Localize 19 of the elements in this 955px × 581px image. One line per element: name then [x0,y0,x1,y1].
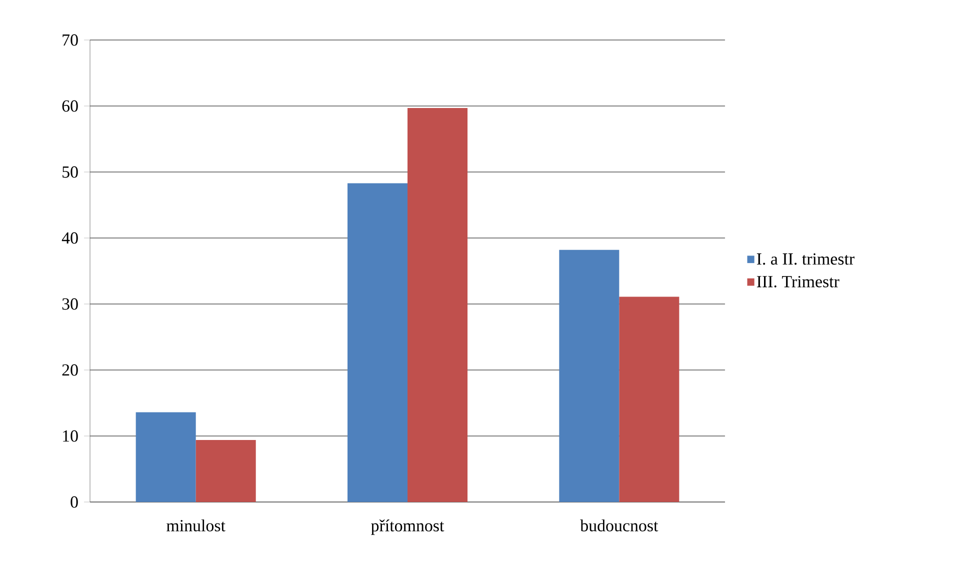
bar [408,108,468,502]
y-tick-label: 50 [62,166,78,178]
x-tick-label: přítomnost [371,519,444,535]
y-tick-label: 60 [62,100,78,112]
bar [619,296,680,502]
y-tick-label: 40 [62,232,78,244]
bar [348,183,408,502]
bar [559,250,620,502]
y-tick-label: 10 [63,430,78,442]
x-tick-label: budoucnost [580,519,658,532]
y-tick-label: 70 [62,34,78,46]
bar [136,412,196,502]
y-tick-label: 30 [62,298,78,310]
legend-label: III. Trimestr [756,276,840,288]
bar [196,440,256,502]
legend-label: I. a II. trimestr [756,253,854,265]
y-tick-label: 20 [62,364,78,376]
y-tick-label: 0 [70,496,78,508]
x-tick-label: minulost [166,519,226,532]
